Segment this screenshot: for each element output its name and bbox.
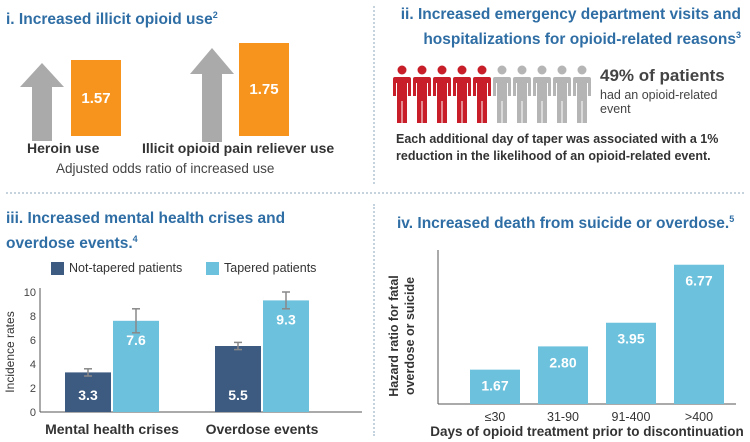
x-category-label: Overdose events (206, 421, 319, 437)
illicit-pain-reliever-label: Illicit opioid pain reliever use (142, 140, 335, 156)
data-label: 9.3 (276, 311, 296, 327)
panel4-title: iv. Increased death from suicide or over… (397, 214, 735, 233)
y-tick-label: 0 (30, 407, 36, 419)
y-tick-label: 10 (24, 287, 36, 299)
bar-hazard-ratio (606, 322, 656, 404)
bar-hazard-ratio (470, 369, 520, 404)
x-category-label: >400 (685, 410, 713, 424)
person-icon-event (473, 65, 491, 123)
heroin-use-label: Heroin use (27, 140, 100, 156)
x-category-label: 91-400 (612, 410, 651, 424)
x-category-label: ≤30 (485, 410, 506, 424)
up-arrow-icon (20, 63, 64, 141)
y-axis-label-line2: overdose or suicide (403, 277, 417, 395)
pct-subtext: had an opioid-related event (600, 88, 718, 116)
legend-tapered: Tapered patients (224, 261, 317, 275)
data-label: 2.80 (549, 354, 576, 370)
bar-not-tapered (215, 346, 261, 412)
bar-hazard-ratio (538, 346, 588, 404)
illicit-pain-reliever-odds-ratio: 1.75 (239, 43, 289, 136)
vertical-divider-bottom (373, 204, 375, 436)
heroin-odds-ratio: 1.57 (71, 60, 121, 136)
person-icon-no-event (533, 65, 551, 123)
horizontal-divider (6, 192, 744, 194)
person-icon-no-event (493, 65, 511, 123)
y-tick-label: 4 (30, 359, 36, 371)
bar-tapered (263, 300, 309, 412)
data-label: 7.6 (126, 332, 146, 348)
suicide-overdose-chart: Hazard ratio for fatal overdose or suicid… (387, 250, 744, 439)
data-label: 3.95 (617, 331, 644, 347)
panel1-title: i. Increased illicit opioid use2 (6, 10, 218, 29)
y-axis-label-line1: Hazard ratio for fatal (387, 275, 401, 397)
legend-swatch-tapered (206, 262, 219, 275)
x-category-label: 31-90 (547, 410, 579, 424)
data-label: 5.5 (228, 387, 248, 403)
bar-hazard-ratio (674, 264, 724, 404)
odds-ratio-caption: Adjusted odds ratio of increased use (56, 161, 275, 176)
x-axis-label: Days of opioid treatment prior to discon… (430, 424, 744, 439)
y-tick-label: 6 (30, 335, 36, 347)
data-label: 1.67 (481, 378, 508, 394)
taper-note: Each additional day of taper was associa… (396, 132, 719, 163)
person-icon-no-event (513, 65, 531, 123)
person-icon-event (433, 65, 451, 123)
data-label: 3.3 (78, 387, 98, 403)
person-icon-no-event (573, 65, 591, 123)
y-tick-label: 2 (30, 383, 36, 395)
people-pictogram (393, 65, 593, 123)
bar-tapered (113, 320, 159, 412)
vertical-divider-top (373, 6, 375, 184)
legend-not-tapered: Not-tapered patients (69, 261, 183, 275)
pct-patients: 49% of patients (600, 66, 725, 85)
person-icon-event (393, 65, 411, 123)
mental-health-chart: 0 2 4 6 8 10 Incidence rates 3.3 7.6 Mental healt… (3, 287, 362, 437)
legend-swatch-not-tapered (51, 262, 64, 275)
y-tick-label: 8 (30, 311, 36, 323)
bar-not-tapered (65, 372, 111, 412)
data-label: 6.77 (685, 273, 712, 289)
panel3-title: iii. Increased mental health crises and … (6, 210, 286, 253)
panel2-title: ii. Increased emergency department visit… (400, 6, 741, 49)
x-category-label: Mental health crises (45, 421, 179, 437)
person-icon-event (413, 65, 431, 123)
y-axis-label: Incidence rates (3, 311, 17, 392)
person-icon-no-event (553, 65, 571, 123)
person-icon-event (453, 65, 471, 123)
up-arrow-icon (190, 48, 234, 142)
